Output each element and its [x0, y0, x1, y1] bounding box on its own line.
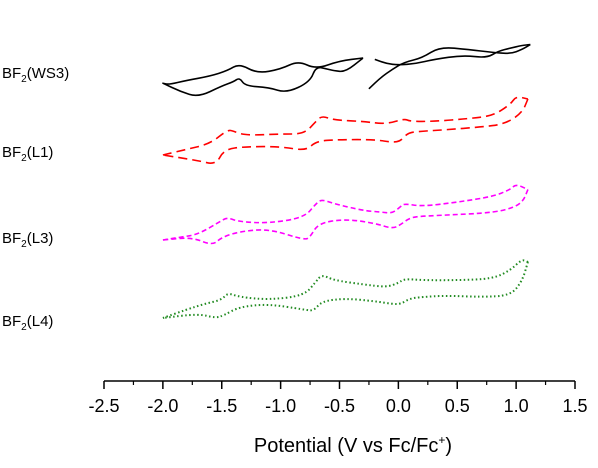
x-tick-label: -0.5 [324, 396, 355, 416]
curves-layer [161, 43, 531, 319]
x-axis: -2.5 -2.0 -1.5 -1.0 -0.5 0.0 0.5 1.0 1.5 [88, 380, 588, 416]
x-tick-label: 1.5 [562, 396, 587, 416]
series-label-l3: BF2(L3) [2, 230, 53, 250]
x-tick-label: -1.5 [206, 396, 237, 416]
cv-trace-3-segment-2 [162, 189, 529, 245]
cv-trace-1-segment-3 [374, 43, 531, 66]
cv-trace-2-segment-2 [162, 98, 529, 164]
series-label-ws3: BF2(WS3) [2, 65, 69, 85]
cv-trace-4-segment-1 [162, 259, 529, 319]
x-axis-title: Potential (V vs Fc/Fc+) [254, 433, 452, 457]
cv-trace-3-segment-1 [162, 184, 529, 241]
x-tick-label: 0.5 [445, 396, 470, 416]
x-tick-label: -2.0 [147, 396, 178, 416]
x-tick-label: -1.0 [265, 396, 296, 416]
cv-trace-1-segment-4 [368, 43, 531, 90]
x-tick-label: 1.0 [504, 396, 529, 416]
series-labels: BF2(WS3) BF2(L1) BF2(L3) BF2(L4) [2, 65, 69, 333]
x-tick-label: 0.0 [386, 396, 411, 416]
series-label-l4: BF2(L4) [2, 313, 53, 333]
x-tick-label: -2.5 [88, 396, 119, 416]
cv-trace-1-segment-1 [162, 57, 364, 85]
cv-trace-2-segment-1 [162, 96, 529, 156]
series-label-l1: BF2(L1) [2, 144, 53, 164]
cv-trace-1-segment-2 [162, 57, 364, 97]
cv-trace-4-segment-2 [161, 261, 529, 319]
